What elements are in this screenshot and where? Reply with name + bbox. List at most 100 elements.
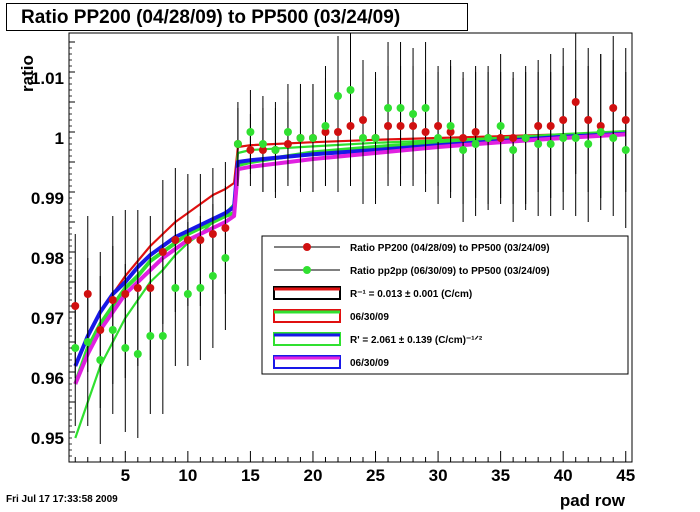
data-point <box>108 326 117 334</box>
legend-marker <box>303 243 311 251</box>
data-point <box>133 284 142 292</box>
data-point <box>584 140 593 148</box>
fit-red-thin <box>74 132 626 367</box>
data-point <box>421 104 430 112</box>
legend-label: R⁻¹ = 0.013 ± 0.001 (C/cm) <box>350 289 472 300</box>
data-point <box>258 146 267 154</box>
fit-green-thick <box>73 130 626 385</box>
data-point <box>208 230 217 238</box>
data-point <box>396 104 405 112</box>
data-point <box>221 254 230 262</box>
data-point <box>459 134 468 142</box>
data-point <box>71 344 80 352</box>
data-point <box>246 128 255 136</box>
data-point <box>308 134 317 142</box>
legend-box <box>261 235 629 375</box>
data-point <box>471 128 480 136</box>
data-point <box>559 134 568 142</box>
data-point <box>246 146 255 154</box>
data-point <box>459 146 468 154</box>
fit-blue-thick <box>73 131 626 367</box>
data-point <box>233 140 242 148</box>
data-point <box>146 332 155 340</box>
data-point <box>71 302 80 310</box>
data-point <box>384 122 393 130</box>
data-point <box>509 146 518 154</box>
y-tick-label: 0.99 <box>31 189 64 208</box>
x-tick-label: 5 <box>121 466 130 485</box>
x-tick-label: 30 <box>429 466 448 485</box>
x-tick-label: 45 <box>616 466 635 485</box>
legend-swatch-box <box>273 332 341 346</box>
y-axis-label: ratio <box>18 55 37 92</box>
y-tick-label: 0.98 <box>31 249 64 268</box>
x-tick-label: 25 <box>366 466 385 485</box>
legend-label: R' = 2.061 ± 0.139 (C/cm)⁻¹ᐟ² <box>350 335 483 346</box>
data-point <box>546 140 555 148</box>
data-point <box>158 248 167 256</box>
data-point <box>333 92 342 100</box>
fit-green-thin <box>74 132 626 439</box>
data-point <box>446 128 455 136</box>
data-point <box>208 272 217 280</box>
data-point <box>158 332 167 340</box>
data-point <box>596 128 605 136</box>
chart-title: Ratio PP200 (04/28/09) to PP500 (03/24/0… <box>21 7 401 28</box>
data-point <box>434 134 443 142</box>
fit-curves <box>73 130 626 439</box>
legend-label: 06/30/09 <box>350 312 389 323</box>
data-point <box>571 98 580 106</box>
legend-swatch-box <box>273 309 341 323</box>
data-point <box>534 140 543 148</box>
data-point <box>321 128 330 136</box>
x-tick-label: 10 <box>178 466 197 485</box>
data-point <box>271 146 280 154</box>
data-point <box>183 290 192 298</box>
legend-marker <box>303 266 311 274</box>
legend-label: Ratio PP200 (04/28/09) to PP500 (03/24/0… <box>350 243 550 254</box>
data-point <box>346 122 355 130</box>
data-point <box>283 128 292 136</box>
data-point <box>283 140 292 148</box>
data-point <box>83 338 92 346</box>
data-point <box>196 284 205 292</box>
data-point <box>409 110 418 118</box>
data-point <box>546 122 555 130</box>
y-tick-label: 0.95 <box>31 429 64 448</box>
axes: 5 10 15 20 25 30 35 40 45 0.95 0.96 0.97 0.98 0.99 1 1.… <box>18 41 635 510</box>
legend-swatch-box <box>273 286 341 300</box>
data-point <box>421 128 430 136</box>
x-tick-label: 15 <box>241 466 260 485</box>
data-point <box>521 134 530 142</box>
data-point <box>621 116 630 124</box>
data-point <box>384 104 393 112</box>
data-point <box>171 236 180 244</box>
data-point <box>596 122 605 130</box>
timestamp-footer: Fri Jul 17 17:33:58 2009 <box>6 494 118 505</box>
x-axis-label: pad row <box>560 491 626 510</box>
data-point <box>146 284 155 292</box>
data-point <box>509 134 518 142</box>
data-point <box>496 134 505 142</box>
fit-magenta-thick <box>73 132 626 385</box>
data-point <box>83 290 92 298</box>
data-point <box>471 140 480 148</box>
data-point <box>96 326 105 334</box>
data-point <box>258 140 267 148</box>
data-point <box>96 356 105 364</box>
data-point <box>221 224 230 232</box>
data-point <box>371 134 380 142</box>
data-point <box>359 134 368 142</box>
data-point <box>346 86 355 94</box>
data-point <box>121 290 130 298</box>
y-tick-label: 0.97 <box>31 309 64 328</box>
legend: Ratio PP200 (04/28/09) to PP500 (03/24/0… <box>261 235 629 375</box>
data-point <box>121 344 130 352</box>
data-point <box>396 122 405 130</box>
data-point <box>559 116 568 124</box>
data-point <box>108 296 117 304</box>
data-point <box>196 236 205 244</box>
data-point <box>484 134 493 142</box>
x-tick-label: 35 <box>491 466 510 485</box>
